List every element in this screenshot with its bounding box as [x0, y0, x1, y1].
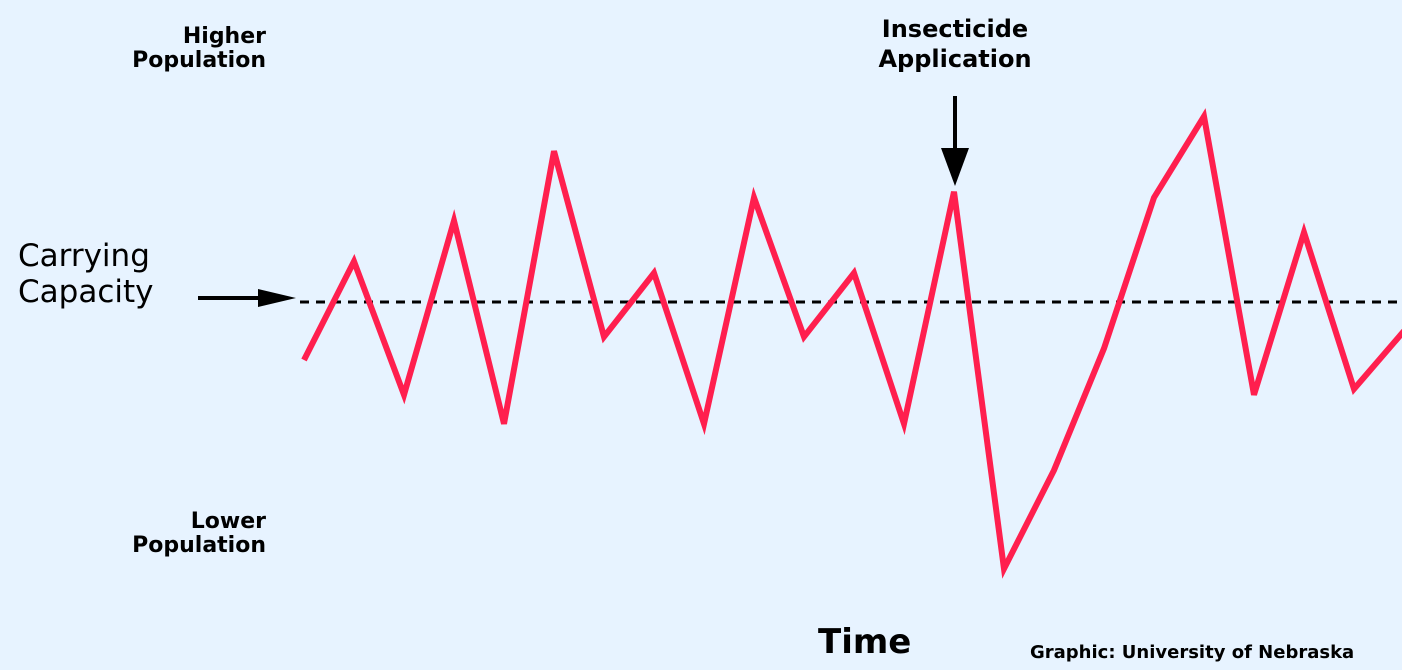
higher-population-label-line1: Higher — [182, 24, 266, 49]
insecticide-label-line2: Application — [878, 45, 1032, 73]
population-series-line — [301, 108, 1402, 579]
x-axis-label: Time — [818, 622, 912, 662]
higher-population-label: Higher Population — [60, 25, 266, 73]
carrying-capacity-label-line1: Carrying — [18, 238, 150, 274]
lower-population-label-line2: Population — [132, 533, 266, 558]
graphic-credit: Graphic: University of Nebraska — [1030, 642, 1355, 663]
insecticide-arrow — [941, 96, 969, 186]
insecticide-application-label: Insecticide Application — [840, 14, 1070, 74]
higher-population-label-line2: Population — [132, 48, 266, 73]
lower-population-label-line1: Lower — [190, 509, 266, 534]
carrying-capacity-arrow — [198, 289, 296, 307]
lower-population-label: Lower Population — [60, 510, 266, 558]
carrying-capacity-label-line2: Capacity — [18, 274, 154, 310]
carrying-capacity-label: Carrying Capacity — [18, 238, 153, 310]
insecticide-label-line1: Insecticide — [881, 15, 1029, 43]
